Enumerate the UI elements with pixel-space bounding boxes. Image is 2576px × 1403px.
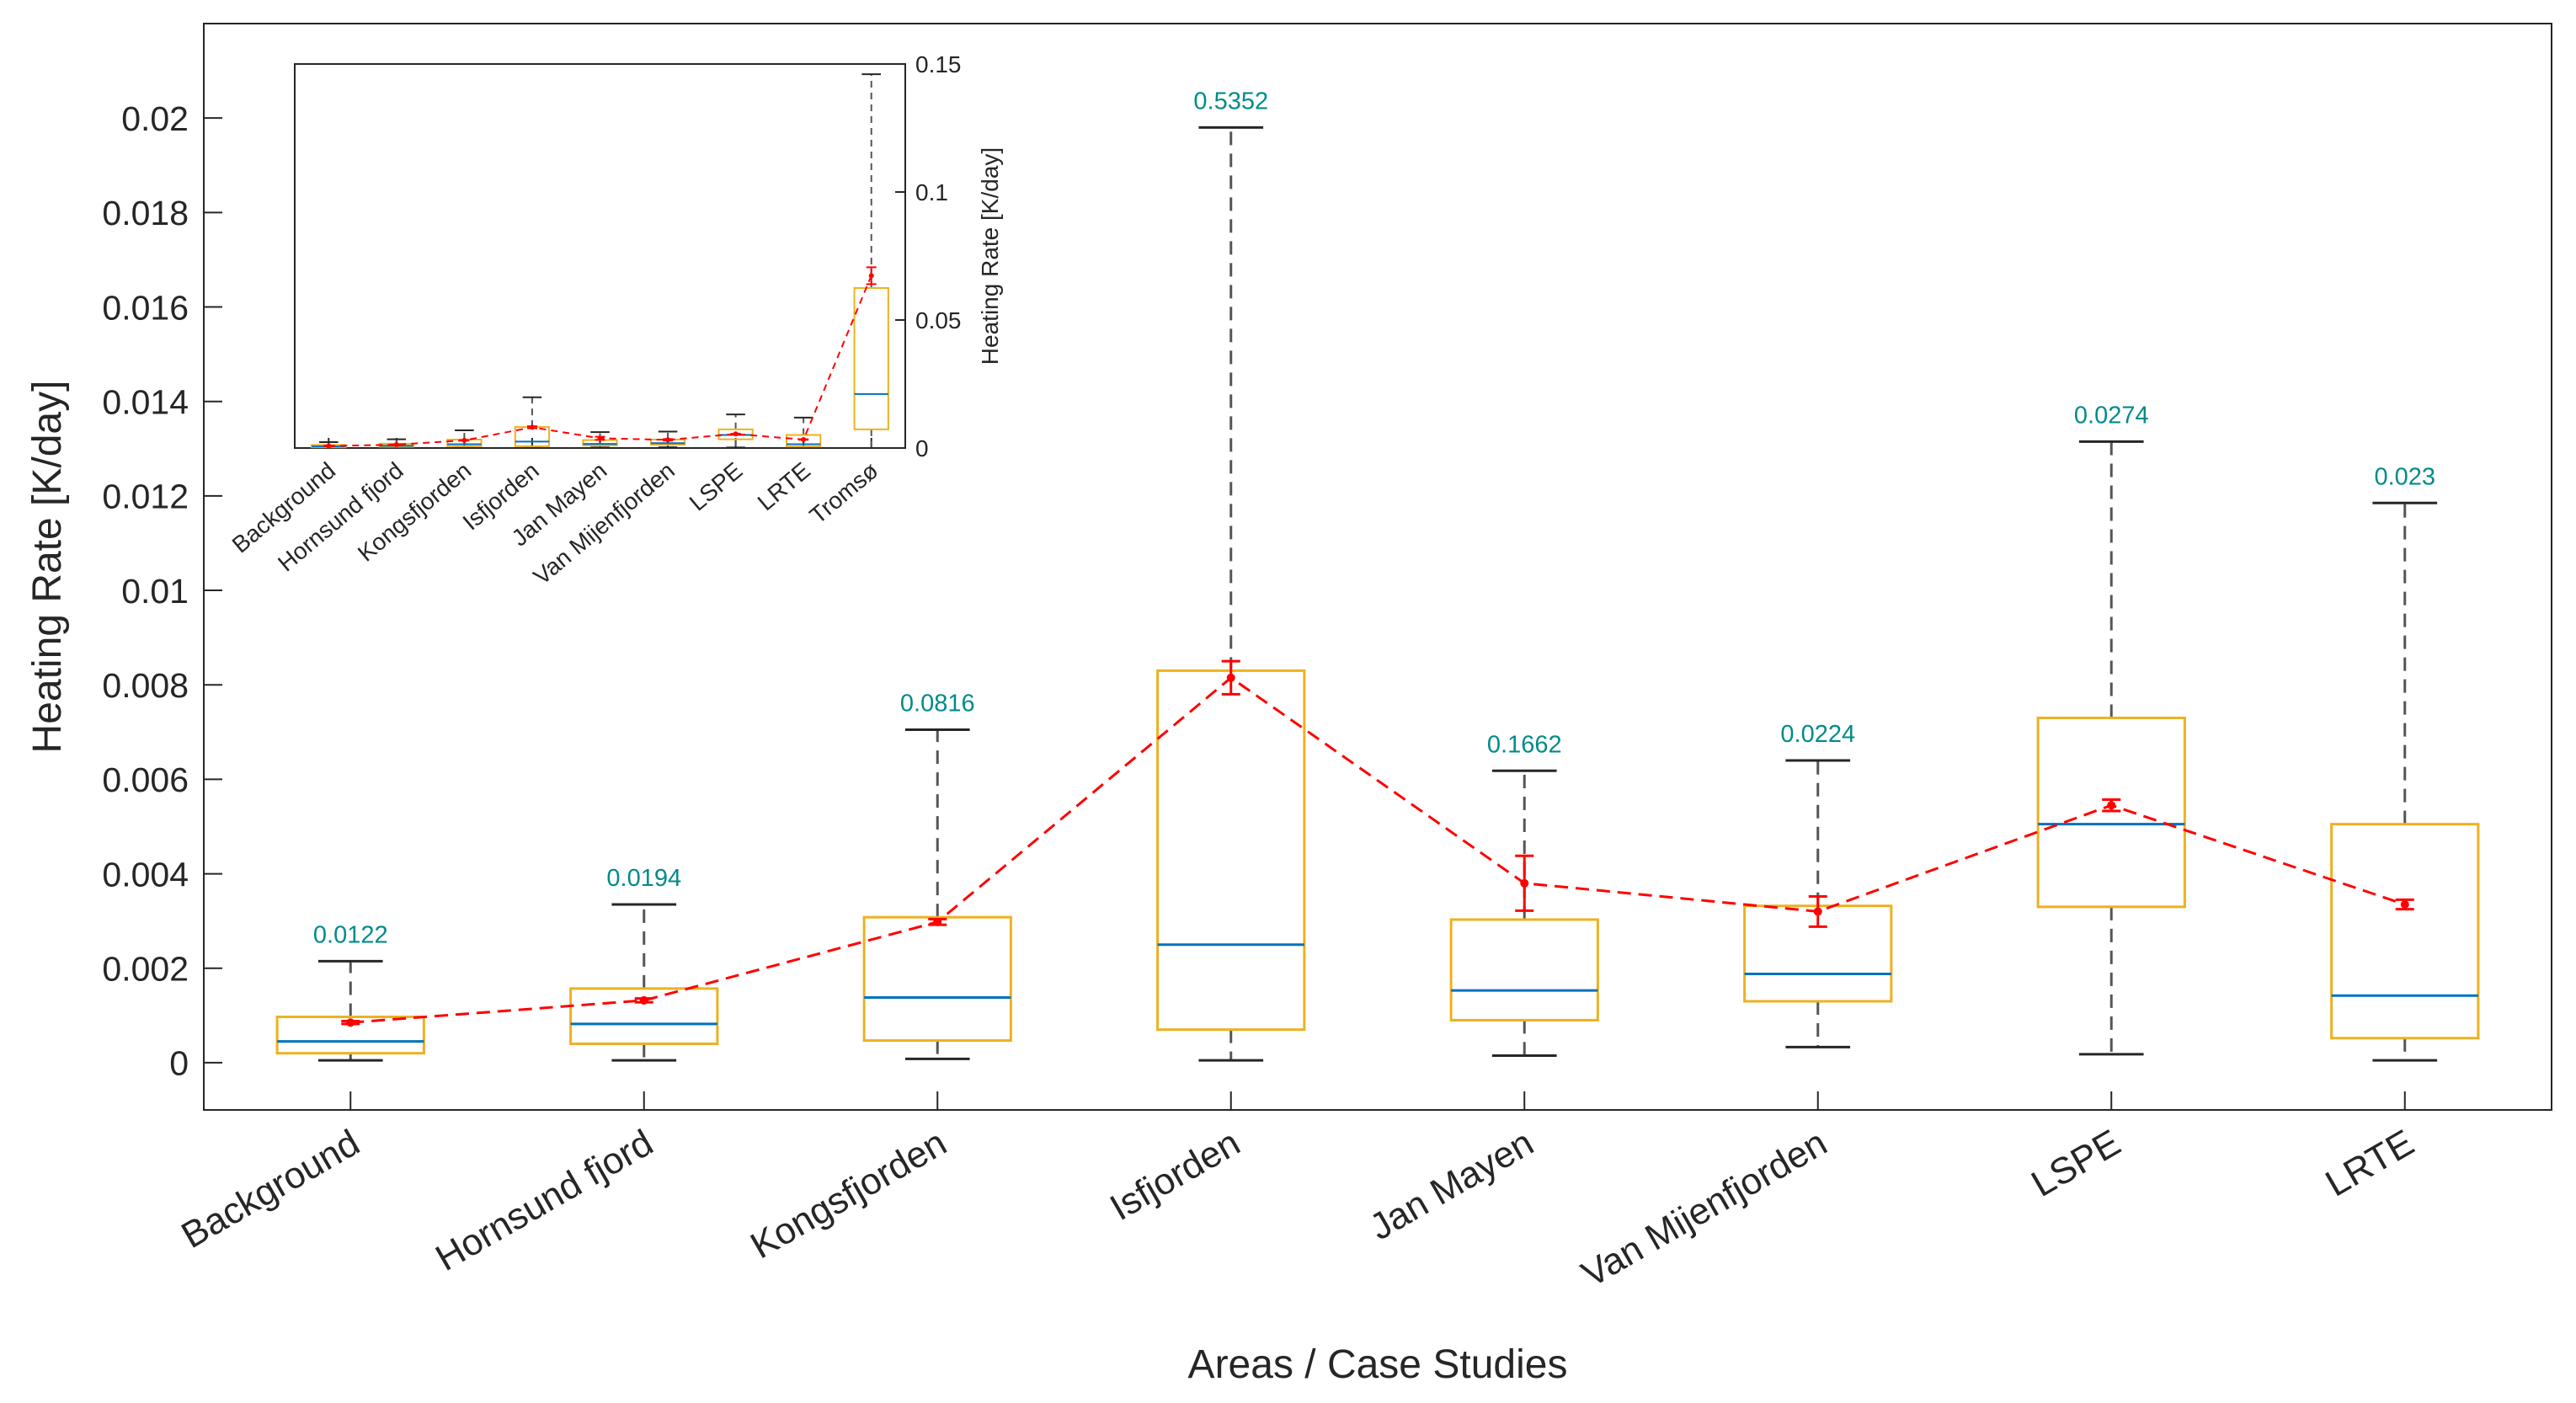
inset-y-tick-label: 0.05 [915,307,962,333]
main-x-category-label: LSPE [2024,1122,2127,1205]
inset-box [786,434,822,448]
inset-mean-point [461,437,467,443]
main-x-category-label: Kongsfjorden [744,1122,953,1267]
inset-mean-point [868,273,874,279]
main-x-axis-label: Areas / Case Studies [1188,1342,1568,1387]
main-y-tick-label: 0.01 [121,572,189,611]
main-y-axis-label: Heating Rate [K/day] [25,381,70,754]
max-value-label: 0.023 [2374,463,2435,490]
main-box [1156,669,1306,1032]
main-x-category-label: LRTE [2319,1122,2421,1204]
inset-box [853,287,889,430]
main-box [2036,716,2186,909]
main-box [569,987,719,1045]
main-y-tick-label: 0.006 [102,760,189,799]
main-mean-line [350,675,2406,1024]
main-box [862,915,1012,1043]
inset-y-tick-label: 0.1 [915,179,948,205]
max-value-label: 0.0122 [313,921,388,948]
inset-x-category-label: LSPE [685,457,748,516]
inset-axes-frame [294,63,906,449]
main-x-category-label: Isfjorden [1103,1122,1247,1229]
max-value-label: 0.0274 [2074,402,2149,429]
main-y-tick-label: 0.008 [102,666,189,705]
main-box [2330,823,2480,1040]
main-plot: 0 0.002 0.004 0.006 0.008 0.01 0.012 0.014 0.016… [25,23,2552,1387]
main-axes-frame [203,23,2552,1111]
main-mean-point [1813,907,1822,916]
max-value-label: 0.0816 [900,691,975,718]
inset-x-category-label: Tromsø [805,457,883,529]
max-value-label: 0.0224 [1780,721,1855,748]
inset-mean-point [801,436,807,442]
main-mean-point [346,1018,355,1027]
main-y-tick-label: 0.012 [102,477,189,516]
max-value-label: 0.1662 [1487,731,1562,758]
main-x-category-label: Van Mijenfjorden [1575,1122,1834,1295]
main-x-category-label: Hornsund fjord [429,1122,659,1279]
main-y-tick-label: 0 [169,1044,189,1083]
main-mean-point [2400,900,2409,910]
main-y-tick-label: 0.018 [102,194,189,232]
inset-mean-point [393,442,399,448]
inset-y-axis-label: Heating Rate [K/day] [977,147,1003,365]
main-mean-point [2107,801,2116,810]
main-box [275,1016,425,1055]
inset-y-tick-label: 0 [915,435,929,461]
inset-mean-point [529,424,535,430]
max-value-label: 0.5352 [1193,88,1268,115]
inset-mean-line [328,275,872,447]
inset-mean-point [326,443,332,449]
main-y-tick-label: 0.002 [102,949,189,988]
inset-y-tick-label: 0.15 [915,51,962,77]
main-y-tick-label: 0.014 [102,382,189,421]
main-y-tick-label: 0.004 [102,855,189,894]
inset-mean-point [597,435,603,441]
max-value-label: 0.0194 [606,865,681,892]
main-x-category-label: Jan Mayen [1363,1122,1540,1248]
main-mean-point [1226,673,1235,682]
inset-mean-point [733,431,739,437]
main-x-category-label: Background [174,1122,366,1256]
inset-mean-point [665,437,671,443]
main-mean-point [933,917,942,926]
main-box [1449,918,1599,1022]
main-mean-point [639,995,648,1005]
main-mean-point [1520,878,1529,888]
main-y-tick-label: 0.02 [121,99,189,138]
main-y-tick-label: 0.016 [102,288,189,327]
